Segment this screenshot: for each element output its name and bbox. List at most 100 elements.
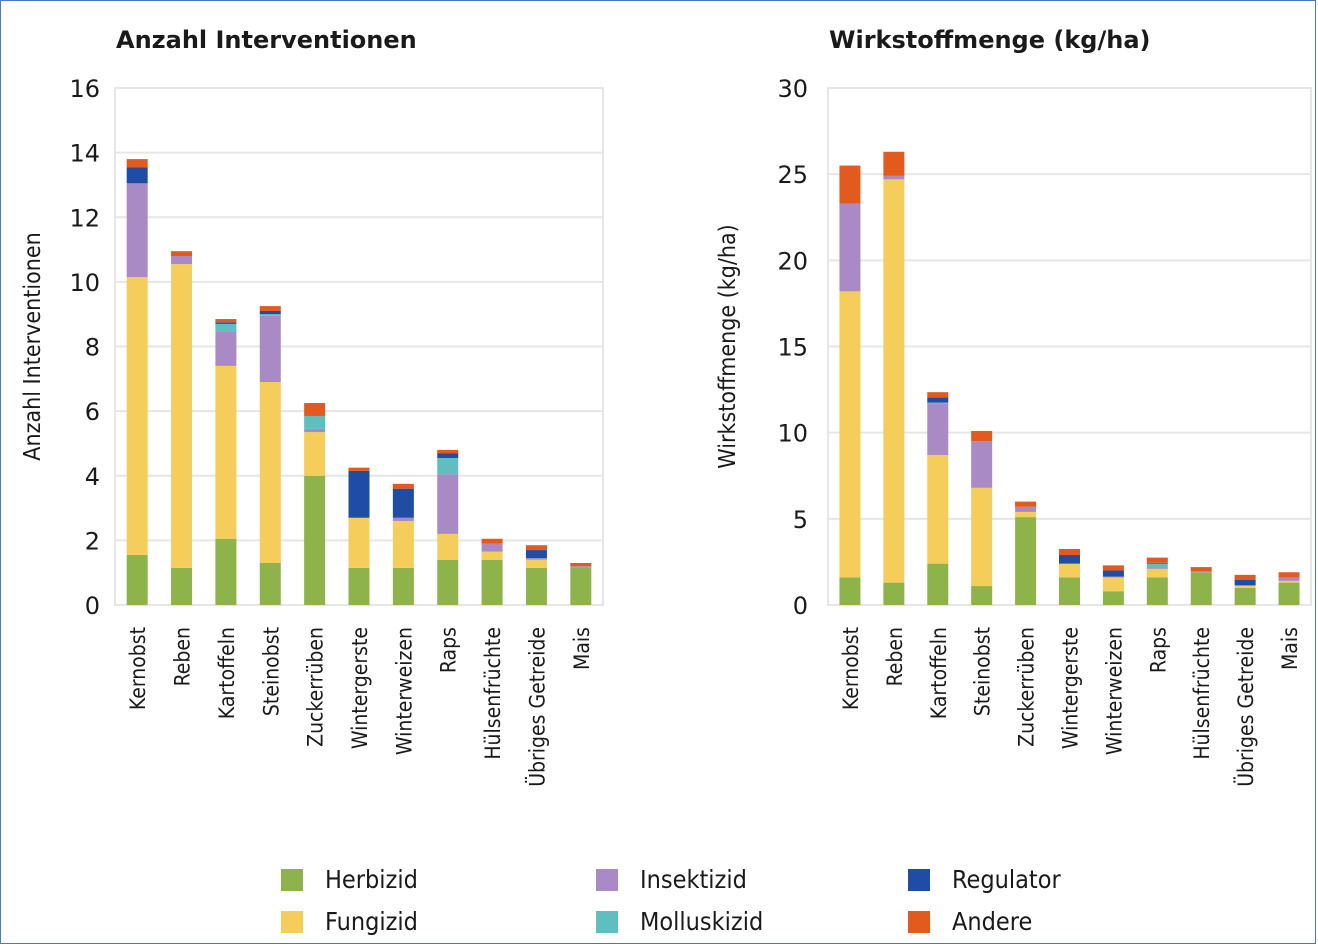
x-tick-label-kernobst: Kernobst <box>126 627 150 710</box>
bar-wintergerste-regulator <box>1059 555 1080 564</box>
bar-winterweizen-regulator <box>392 488 414 518</box>
bar-steinobst-regulator <box>259 310 281 315</box>
y-tick-label: 15 <box>777 334 808 362</box>
bar-raps-molluskizid <box>1146 563 1168 568</box>
bar-kartoffeln-herbizid <box>927 563 949 605</box>
bar-steinobst-fungizid <box>259 382 281 563</box>
bar-raps-fungizid <box>437 533 459 560</box>
bar-steinobst-herbizid <box>971 586 993 605</box>
bar-winterweizen-herbizid <box>392 567 414 605</box>
chart-2-title: Wirkstoffmenge (kg/ha) <box>829 26 1151 54</box>
bar-kernobst-andere <box>126 159 148 168</box>
bar-steinobst-andere <box>971 430 993 442</box>
bar-steinobst-andere <box>259 306 281 311</box>
bar-wintergerste-fungizid <box>1059 563 1080 578</box>
x-tick-label-mais: Mais <box>570 627 594 670</box>
x-tick-label-winterweizen: Winterweizen <box>392 627 416 755</box>
x-tick-label-kernobst: Kernobst <box>839 627 863 710</box>
bar-zuckerrueben-fungizid <box>304 432 326 476</box>
bar-reben-andere <box>171 251 193 257</box>
x-tick-label-reben: Reben <box>883 627 907 686</box>
bar-kartoffeln-andere <box>927 392 949 398</box>
bar-uebriges-getreide-andere <box>1234 574 1256 581</box>
bar-winterweizen-fungizid <box>1102 577 1124 592</box>
bar-uebriges-getreide-fungizid <box>525 559 547 568</box>
bar-huelsenfruechte-andere <box>1190 567 1212 572</box>
bar-zuckerrueben-fungizid <box>1015 511 1037 518</box>
bar-uebriges-getreide-insektizid <box>525 558 547 560</box>
bar-kartoffeln-andere <box>215 319 237 323</box>
bar-zuckerrueben-herbizid <box>1015 517 1037 605</box>
x-tick-label-raps: Raps <box>437 627 461 673</box>
bar-kartoffeln-herbizid <box>215 538 237 605</box>
bar-huelsenfruechte-insektizid <box>481 543 503 552</box>
bar-uebriges-getreide-regulator <box>525 550 547 559</box>
bar-raps-andere <box>437 449 459 454</box>
x-tick-label-steinobst: Steinobst <box>971 627 995 716</box>
bar-kartoffeln-fungizid <box>215 365 237 539</box>
x-tick-label-kartoffeln: Kartoffeln <box>927 627 951 719</box>
bar-kartoffeln-regulator <box>215 322 237 324</box>
bar-huelsenfruechte-insektizid <box>1190 571 1212 573</box>
y-tick-label: 20 <box>777 247 808 275</box>
y-tick-label: 16 <box>69 75 100 103</box>
y-tick-label: 30 <box>777 75 808 103</box>
bar-huelsenfruechte-herbizid <box>1190 572 1212 605</box>
bar-wintergerste-andere <box>1059 548 1080 556</box>
y-tick-label: 10 <box>777 420 808 448</box>
x-tick-label-huelsenfruechte: Hülsenfrüchte <box>481 627 505 760</box>
bar-raps-regulator <box>437 453 459 458</box>
bar-kernobst-andere <box>839 165 861 204</box>
bar-zuckerrueben-molluskizid <box>304 415 326 429</box>
bar-winterweizen-insektizid <box>392 517 414 521</box>
x-tick-label-uebriges-getreide: Übriges Getreide <box>524 627 549 787</box>
bar-wintergerste-herbizid <box>348 567 370 605</box>
bar-kartoffeln-insektizid <box>215 331 237 366</box>
bar-winterweizen-regulator <box>1102 570 1124 577</box>
bar-zuckerrueben-herbizid <box>304 475 326 605</box>
y-tick-label: 14 <box>69 140 100 168</box>
y-axis-label: Wirkstoffmenge (kg/ha) <box>715 224 741 469</box>
y-tick-label: 0 <box>793 592 808 620</box>
bar-kartoffeln-insektizid <box>927 403 949 456</box>
bar-steinobst-herbizid <box>259 562 281 605</box>
bar-wintergerste-andere <box>348 467 370 471</box>
bar-kartoffeln-fungizid <box>927 455 949 564</box>
y-axis-label: Anzahl Interventionen <box>20 232 46 460</box>
x-tick-label-zuckerrueben: Zuckerrüben <box>304 627 328 747</box>
x-tick-label-winterweizen: Winterweizen <box>1102 627 1126 755</box>
bar-raps-regulator <box>1146 562 1168 564</box>
bar-kernobst-insektizid <box>126 183 148 278</box>
bar-raps-andere <box>1146 557 1168 563</box>
x-tick-label-steinobst: Steinobst <box>259 627 283 716</box>
y-tick-label: 6 <box>85 398 100 426</box>
bar-raps-fungizid <box>1146 568 1168 578</box>
bar-zuckerrueben-insektizid <box>1015 506 1037 512</box>
bar-winterweizen-andere <box>1102 565 1124 571</box>
bar-uebriges-getreide-herbizid <box>525 567 547 605</box>
bar-reben-fungizid <box>883 179 905 583</box>
bar-kartoffeln-regulator <box>927 397 949 403</box>
bar-mais-andere <box>1278 572 1300 578</box>
x-tick-label-huelsenfruechte: Hülsenfrüchte <box>1190 627 1214 760</box>
bar-kernobst-fungizid <box>839 291 861 578</box>
bar-reben-herbizid <box>171 567 193 605</box>
bar-huelsenfruechte-fungizid <box>481 551 503 560</box>
bar-raps-herbizid <box>437 559 459 605</box>
bar-steinobst-insektizid <box>259 315 281 383</box>
bar-mais-insektizid <box>570 566 592 568</box>
y-tick-label: 2 <box>85 527 100 555</box>
y-tick-label: 12 <box>69 204 100 232</box>
x-tick-label-wintergerste: Wintergerste <box>1059 627 1083 749</box>
bar-mais-herbizid <box>570 567 592 605</box>
x-tick-label-wintergerste: Wintergerste <box>348 627 372 749</box>
bar-huelsenfruechte-herbizid <box>481 559 503 605</box>
y-tick-label: 4 <box>85 463 100 491</box>
bar-kernobst-regulator <box>126 167 148 184</box>
chart-1-title: Anzahl Interventionen <box>116 26 417 54</box>
bar-kernobst-herbizid <box>839 577 861 605</box>
bar-raps-herbizid <box>1146 577 1168 605</box>
bar-raps-insektizid <box>1146 567 1168 569</box>
